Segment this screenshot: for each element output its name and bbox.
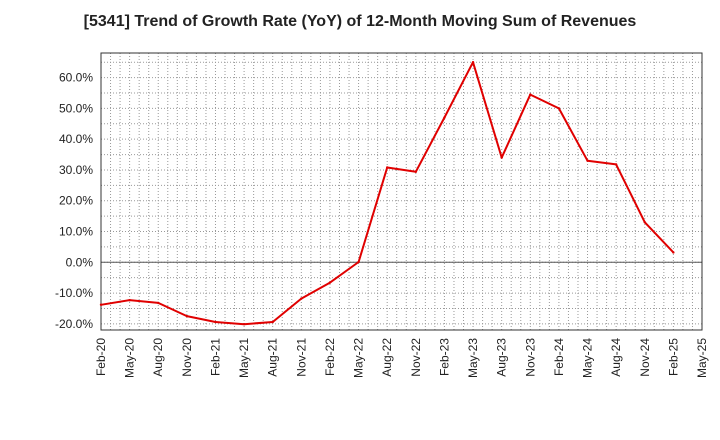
data-point [328, 281, 332, 284]
x-tick-label: Nov-24 [638, 338, 652, 377]
x-tick-label: May-22 [352, 338, 366, 378]
x-tick-label: Aug-24 [609, 338, 623, 377]
x-tick-label: Feb-25 [666, 338, 680, 376]
data-point [557, 107, 561, 110]
x-tick-label: Nov-20 [180, 338, 194, 377]
x-tick-label: Aug-21 [266, 338, 280, 377]
x-tick-label: Aug-22 [380, 338, 394, 377]
y-tick-label: 0.0% [66, 255, 94, 269]
data-point [443, 116, 446, 119]
x-tick-label: Feb-21 [208, 338, 222, 376]
plot-border [100, 52, 703, 331]
y-tick-label: 10.0% [59, 225, 93, 239]
x-tick-label: Nov-23 [523, 338, 537, 377]
y-tick-label: -10.0% [55, 286, 93, 300]
x-tick-label: May-21 [237, 338, 251, 378]
x-tick-label: May-23 [466, 338, 480, 378]
y-tick-label: 40.0% [59, 132, 93, 146]
x-tick-label: Feb-24 [552, 338, 566, 376]
data-point [672, 251, 675, 254]
data-point [643, 221, 646, 224]
x-tick-label: Aug-20 [151, 338, 165, 377]
data-point [471, 61, 475, 64]
data-point [586, 159, 589, 162]
y-tick-label: 60.0% [59, 71, 93, 85]
data-point [414, 170, 418, 174]
data-point [300, 297, 303, 300]
data-point [357, 260, 360, 264]
chart-title: [5341] Trend of Growth Rate (YoY) of 12-… [83, 13, 637, 30]
y-tick-label: -20.0% [55, 317, 93, 331]
data-point [242, 322, 246, 326]
x-tick-label: Feb-22 [323, 338, 337, 376]
data-point [157, 301, 160, 305]
data-point [214, 320, 217, 324]
x-tick-label: May-24 [581, 338, 595, 378]
x-tick-label: Nov-21 [294, 338, 308, 377]
x-tick-label: Aug-23 [495, 338, 509, 377]
x-tick-label: Feb-20 [94, 338, 108, 376]
data-point [500, 156, 503, 159]
y-tick-label: 20.0% [59, 194, 93, 208]
data-point [529, 93, 532, 96]
data-point [271, 320, 274, 324]
data-point [128, 298, 131, 302]
x-tick-label: Nov-22 [409, 338, 423, 377]
y-tick-label: 50.0% [59, 101, 93, 115]
plot-area [101, 53, 702, 330]
x-tick-label: Feb-23 [437, 338, 451, 376]
y-tick-label: 30.0% [59, 163, 93, 177]
data-point [99, 303, 103, 306]
data-point [185, 314, 189, 318]
data-point [614, 163, 618, 166]
data-point [385, 166, 389, 169]
x-tick-label: May-20 [123, 338, 137, 378]
x-tick-label: May-25 [695, 338, 709, 378]
